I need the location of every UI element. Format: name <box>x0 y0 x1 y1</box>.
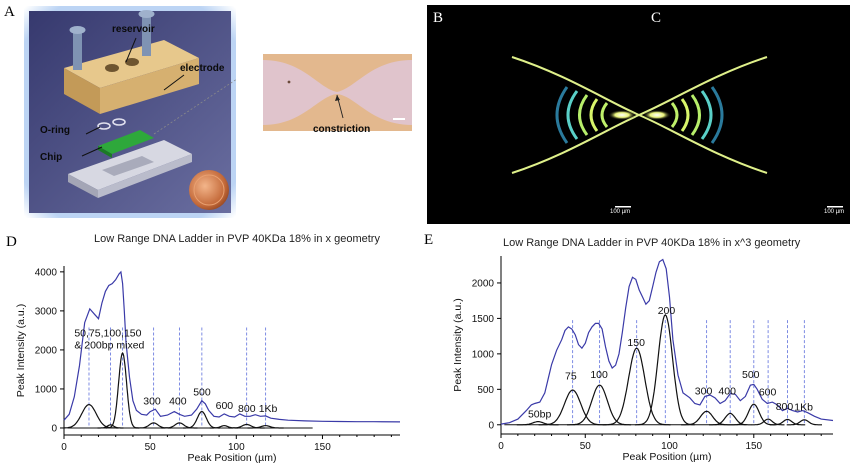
panel-c-letter: C <box>651 10 662 26</box>
panel-a-letter: A <box>4 4 15 20</box>
fit-peak <box>681 410 732 426</box>
fit-peak <box>602 347 671 426</box>
y-tick-label: 1500 <box>472 314 495 325</box>
y-axis-label: Peak Intensity (a.u.) <box>452 298 464 391</box>
x-tick-label: 0 <box>61 442 67 453</box>
device-render <box>24 6 236 218</box>
y-tick-label: 500 <box>477 385 494 396</box>
peak-annotation: 1Kb <box>259 403 278 415</box>
x-axis-label: Peak Position (µm) <box>623 451 712 463</box>
x-axis-label: Peak Position (µm) <box>188 452 277 464</box>
peak-annotation: 500 <box>193 387 211 399</box>
chart-e-title: Low Range DNA Ladder in PVP 40KDa 18% in… <box>503 237 801 249</box>
peak-annotation: 400 <box>718 385 736 397</box>
label-oring: O-ring <box>40 125 70 136</box>
y-tick-label: 0 <box>51 423 57 434</box>
x-tick-label: 100 <box>228 442 245 453</box>
x-tick-label: 50 <box>580 441 592 452</box>
peak-annotation: 200 <box>658 305 676 317</box>
fit-peak <box>769 418 806 426</box>
label-constriction: constriction <box>313 124 371 135</box>
peak-annotation: 300 <box>695 385 713 397</box>
peak-annotation: 50,75,100,150 <box>74 327 141 339</box>
fit-peak <box>634 314 695 426</box>
panel-b-letter: B <box>433 10 444 26</box>
x-tick-label: 100 <box>661 441 678 452</box>
y-tick-label: 2000 <box>35 345 58 356</box>
peak-annotation: 800 <box>776 401 794 413</box>
y-tick-label: 2000 <box>472 278 495 289</box>
x-tick-label: 0 <box>498 441 504 452</box>
peak-annotation: 100 <box>590 369 608 381</box>
fit-peak <box>786 419 822 426</box>
fit-peak <box>105 351 139 429</box>
peak-annotation: 500 <box>742 369 760 381</box>
fluorescence-image <box>427 5 850 224</box>
chart-d: 0 1000 2000 3000 4000 0 50 100 150 Peak Position … <box>15 266 401 464</box>
x-tick-label: 150 <box>745 441 762 452</box>
measured-trace <box>500 258 834 425</box>
y-tick-label: 3000 <box>35 306 58 317</box>
label-electrode: electrode <box>180 63 225 74</box>
peak-annotation: 75 <box>565 370 577 382</box>
constriction-micrograph <box>263 54 412 131</box>
peak-annotation: 600 <box>216 400 234 412</box>
peak-annotation: 50bp <box>528 409 552 421</box>
label-chip: Chip <box>40 152 63 163</box>
x-tick-label: 150 <box>314 442 331 453</box>
y-tick-label: 0 <box>488 420 494 431</box>
scale-bar-c: 100 µm <box>824 209 845 215</box>
chart-e: 0 500 1000 1500 2000 0 50 100 150 Peak Position (… <box>452 256 834 463</box>
x-tick-label: 50 <box>145 442 157 453</box>
y-tick-label: 4000 <box>35 267 58 278</box>
y-tick-label: 1000 <box>472 349 495 360</box>
peak-annotation: 600 <box>759 387 777 399</box>
peak-annotation: 400 <box>169 396 187 408</box>
measured-trace <box>63 270 401 423</box>
panel-d-letter: D <box>6 234 17 250</box>
peak-annotation: 1Kb <box>794 402 813 414</box>
peak-annotation: 150 <box>627 337 645 349</box>
peak-annotation: 300 <box>143 396 161 408</box>
scale-bar-b: 100 µm <box>610 209 631 215</box>
peak-annotation: 800 <box>238 403 256 415</box>
chart-d-title: Low Range DNA Ladder in PVP 40KDa 18% in… <box>94 233 380 245</box>
peak-annotation: & 200bp mixed <box>74 340 144 352</box>
panel-e-letter: E <box>424 232 434 248</box>
y-tick-label: 1000 <box>35 384 58 395</box>
fit-peak <box>567 384 632 426</box>
y-axis-label: Peak Intensity (a.u.) <box>15 304 27 397</box>
label-reservoir: reservoir <box>112 24 155 35</box>
fit-peak <box>538 389 607 426</box>
